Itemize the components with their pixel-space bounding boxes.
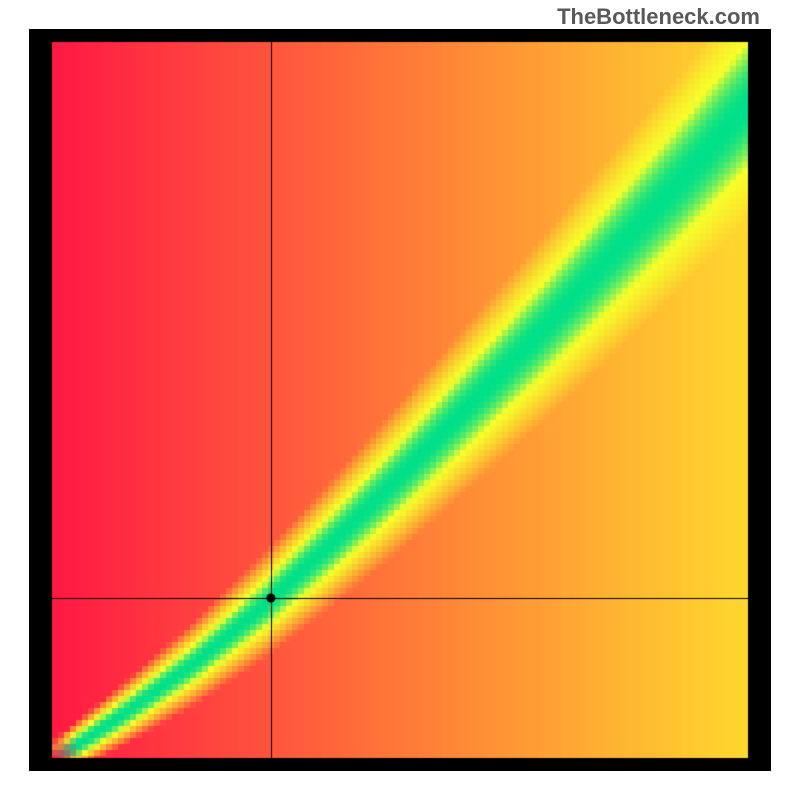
chart-container: TheBottleneck.com — [0, 0, 800, 800]
watermark-text: TheBottleneck.com — [557, 4, 760, 30]
heatmap-canvas — [0, 0, 800, 800]
